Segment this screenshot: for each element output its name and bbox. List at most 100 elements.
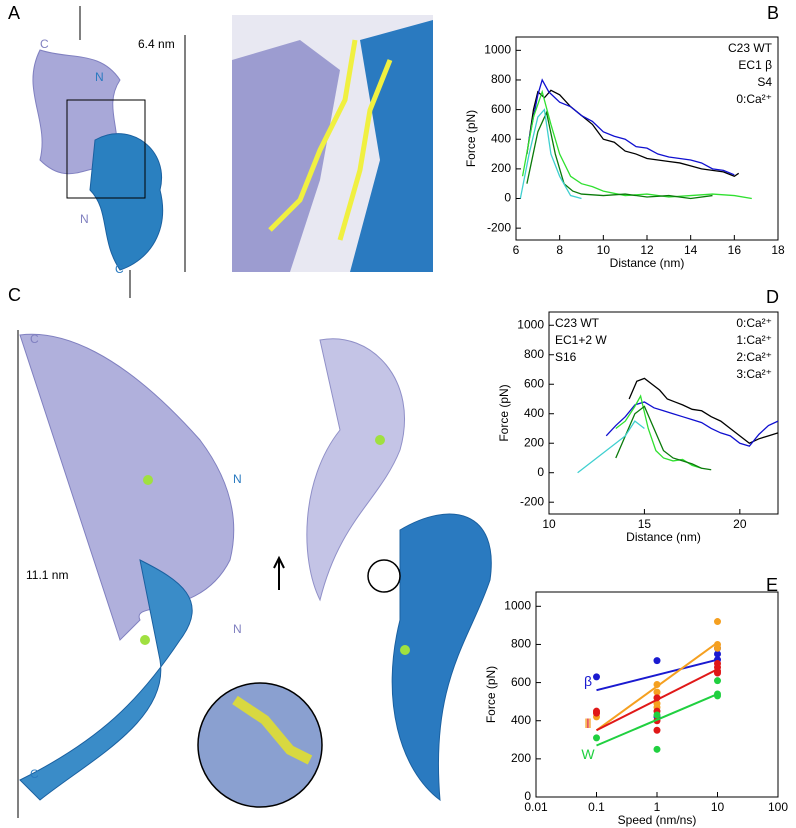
annotation: C23 WT	[728, 41, 773, 55]
y-tick-label: 200	[491, 161, 511, 175]
y-tick-label: 1000	[504, 598, 531, 612]
molecule-a	[32, 6, 186, 298]
inset-a	[232, 15, 433, 272]
x-axis-label: Distance (nm)	[610, 256, 685, 270]
point	[593, 734, 600, 742]
force-trace	[615, 394, 702, 469]
y-tick-label: -200	[487, 220, 511, 234]
molecule-c	[17, 330, 492, 818]
y-tick-label: 800	[491, 72, 511, 86]
point	[714, 644, 721, 652]
annotation: 3:Ca²⁺	[736, 367, 772, 381]
x-tick-label: 14	[684, 243, 698, 257]
force-trace	[521, 89, 752, 200]
annotation: 2:Ca²⁺	[736, 350, 772, 364]
y-axis-label: Force (pN)	[497, 384, 511, 441]
force-trace	[615, 405, 712, 471]
y-axis-label: Force (pN)	[464, 110, 478, 167]
point	[714, 692, 721, 700]
annotation: 1:Ca²⁺	[736, 333, 772, 347]
panel-label: A	[8, 3, 20, 23]
y-tick-label: 1000	[517, 317, 544, 331]
x-tick-label: 100	[768, 800, 788, 814]
point	[714, 650, 721, 658]
point	[653, 694, 661, 702]
y-tick-label: 800	[524, 347, 544, 361]
x-tick-label: 12	[640, 243, 654, 257]
annotation: 0:Ca²⁺	[736, 92, 772, 106]
y-tick-label: 400	[524, 406, 544, 420]
x-tick-label: 8	[556, 243, 563, 257]
scale-label: 6.4 nm	[138, 37, 175, 51]
annotation: EC1+2 W	[555, 333, 607, 347]
y-tick-label: 400	[511, 713, 531, 727]
y-tick-label: 0	[524, 789, 531, 803]
point	[593, 709, 600, 717]
annotation: EC1 β	[738, 58, 772, 72]
y-tick-label: 800	[511, 637, 531, 651]
terminus-label: N	[233, 472, 242, 486]
x-tick-label: 1	[654, 800, 661, 814]
point	[653, 680, 661, 688]
panel-label: D	[766, 287, 779, 307]
series-label: II	[584, 715, 592, 731]
panel-label: B	[767, 3, 779, 23]
terminus-label: C	[115, 262, 124, 276]
force-trace	[628, 377, 779, 444]
annotation: S16	[555, 350, 577, 364]
y-tick-label: -200	[520, 494, 544, 508]
scale-label: 11.1 nm	[26, 568, 68, 582]
y-tick-label: 200	[511, 751, 531, 765]
series-label: I	[586, 715, 590, 731]
terminus-label: C	[30, 767, 39, 781]
y-tick-label: 600	[524, 376, 544, 390]
x-tick-label: 10	[597, 243, 611, 257]
force-trace	[577, 420, 645, 474]
series-label: W	[581, 746, 595, 762]
terminus-label: C	[40, 37, 49, 51]
point	[653, 726, 661, 734]
y-tick-label: 600	[491, 102, 511, 116]
fit-line	[596, 693, 718, 747]
force-trace	[528, 78, 735, 176]
x-axis-label: Distance (nm)	[626, 530, 701, 544]
terminus-label: N	[233, 622, 242, 636]
y-tick-label: 200	[524, 435, 544, 449]
panel-label: C	[8, 285, 21, 305]
terminus-label: N	[95, 70, 104, 84]
terminus-label: C	[30, 332, 39, 346]
x-tick-label: 0.1	[588, 800, 605, 814]
annotation: C23 WT	[555, 316, 600, 330]
y-tick-label: 400	[491, 131, 511, 145]
y-tick-label: 1000	[484, 43, 511, 57]
y-tick-label: 600	[511, 675, 531, 689]
y-tick-label: 0	[504, 191, 511, 205]
fit-line	[596, 658, 718, 692]
x-tick-label: 16	[728, 243, 742, 257]
force-trace	[526, 110, 713, 200]
y-tick-label: 0	[537, 465, 544, 479]
y-axis-label: Force (pN)	[484, 666, 498, 723]
panel-label: E	[766, 575, 778, 595]
x-tick-label: 10	[711, 800, 725, 814]
x-tick-label: 20	[733, 517, 747, 531]
x-tick-label: 10	[542, 517, 556, 531]
point	[653, 688, 661, 696]
annotation: S4	[757, 75, 772, 89]
x-axis-label: Speed (nm/ns)	[618, 813, 697, 827]
x-tick-label: 15	[638, 517, 652, 531]
force-trace	[605, 401, 779, 447]
terminus-label: N	[80, 212, 89, 226]
point	[653, 657, 661, 665]
x-tick-label: 6	[513, 243, 520, 257]
point	[593, 673, 600, 681]
point	[653, 745, 661, 753]
point	[653, 711, 661, 719]
force-trace	[526, 89, 740, 178]
force-trace	[519, 108, 582, 200]
plot-frame	[548, 311, 779, 515]
annotation: 0:Ca²⁺	[736, 316, 772, 330]
point	[714, 669, 721, 677]
x-tick-label: 18	[771, 243, 785, 257]
x-tick-label: 0.01	[524, 800, 548, 814]
